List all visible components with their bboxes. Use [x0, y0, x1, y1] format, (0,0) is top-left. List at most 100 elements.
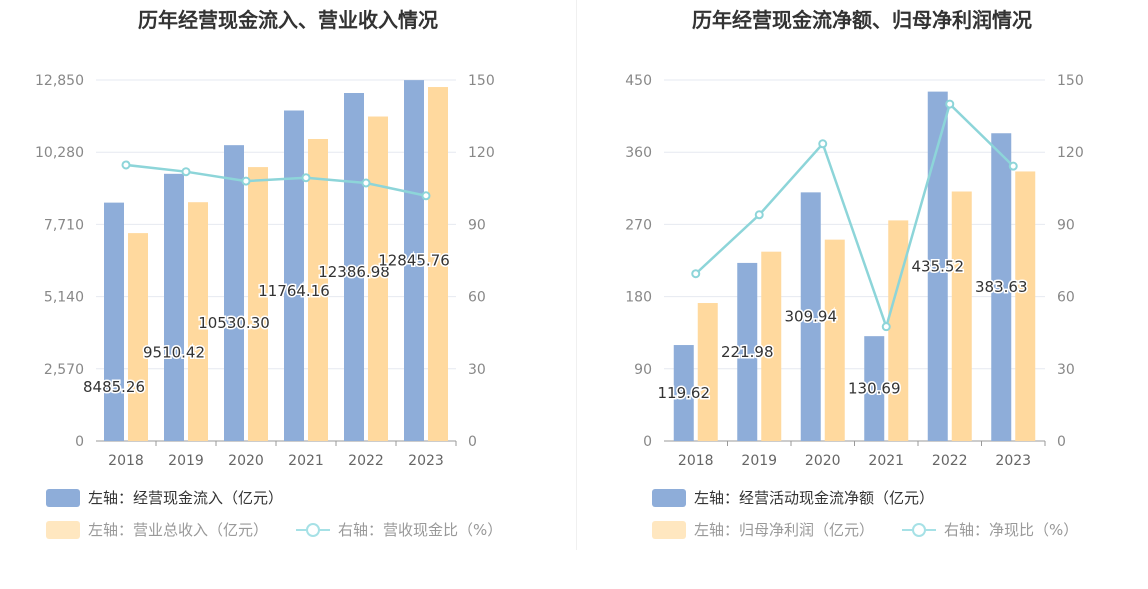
ratio-point	[945, 99, 955, 109]
right-axis-tick-label: 30	[468, 362, 486, 378]
left-axis-tick-label: 90	[634, 362, 652, 378]
bar-left-series2	[128, 233, 148, 441]
ratio-point	[818, 139, 828, 149]
left-axis-tick-label: 7,710	[44, 217, 84, 233]
bar-left-series2	[308, 138, 328, 442]
panel-divider	[576, 0, 577, 550]
data-label: 8485.26	[83, 378, 145, 396]
left-axis-tick-label: 180	[625, 290, 652, 306]
bar-left-series2	[248, 167, 268, 442]
ratio-point	[181, 167, 191, 177]
bar-left-series2	[1015, 171, 1036, 441]
left-axis-tick-label: 10,280	[35, 145, 84, 161]
chart-panel-right: 历年经营现金流净额、归母净利润情况 0 90 180 270 360 450 0 30 60 90…	[576, 0, 1148, 560]
legend-label: 左轴：经营现金流入（亿元）	[88, 489, 284, 507]
x-axis-tick-label: 2023	[995, 453, 1031, 469]
right-axis-tick-label: 150	[468, 73, 495, 89]
x-axis-tick-label: 2020	[228, 453, 264, 469]
data-label: 383.63	[975, 278, 1028, 296]
ratio-point	[121, 160, 131, 170]
ratio-point	[361, 178, 371, 188]
ratio-point	[241, 176, 251, 186]
bar-left-series2	[697, 303, 718, 441]
bar-left-series1	[284, 110, 304, 442]
right-axis-tick-label: 90	[468, 217, 486, 233]
data-label: 11764.16	[258, 282, 330, 300]
data-label: 12386.98	[318, 263, 390, 281]
bar-left-series2	[951, 191, 972, 441]
bar-left-series2	[428, 87, 448, 441]
bar-left-series1	[104, 202, 124, 441]
right-axis-tick-label: 60	[1057, 290, 1075, 306]
right-axis-tick-label: 120	[1057, 145, 1084, 161]
data-label: 119.62	[658, 384, 711, 402]
data-label: 221.98	[721, 343, 774, 361]
chart-title: 历年经营现金流净额、归母净利润情况	[692, 8, 1032, 32]
legend-swatch-orange	[46, 520, 80, 539]
right-axis-tick-label: 90	[1057, 217, 1075, 233]
bar-left-series1	[991, 133, 1012, 442]
bar-left-series2	[888, 220, 909, 441]
ratio-point	[421, 191, 431, 201]
legend-line-icon	[296, 521, 330, 539]
left-axis-tick-label: 360	[625, 145, 652, 161]
ratio-point	[881, 322, 891, 332]
x-axis-tick-label: 2022	[932, 453, 968, 469]
ratio-line	[694, 101, 1015, 331]
right-axis-tick-label: 60	[468, 290, 486, 306]
legend-item-bar2[interactable]: 左轴：归母净利润（亿元）	[652, 519, 874, 540]
legend-item-line[interactable]: 右轴：营收现金比（%）	[296, 519, 502, 540]
data-label: 309.94	[785, 308, 838, 326]
ratio-line	[125, 163, 427, 197]
right-axis-tick-label: 120	[468, 145, 495, 161]
bar-left-series1	[224, 145, 244, 442]
legend-swatch-blue	[652, 488, 686, 507]
chart-svg-left: 0 2,570 5,140 7,710 10,280 12,850 0 30 60 90 120 15…	[35, 73, 495, 469]
ratio-point	[301, 173, 311, 183]
x-axis-tick-label: 2021	[288, 453, 324, 469]
data-label: 435.52	[912, 257, 965, 275]
bar-left-series2	[761, 251, 782, 441]
legend-label: 左轴：营业总收入（亿元）	[88, 521, 269, 539]
bar-left-series1	[800, 192, 821, 441]
legend-item-bar1[interactable]: 左轴：经营现金流入（亿元）	[46, 487, 283, 508]
data-label: 9510.42	[143, 343, 205, 361]
bar-left-series1	[737, 262, 758, 441]
legend-item-line[interactable]: 右轴：净现比（%）	[902, 519, 1078, 540]
right-axis-tick-label: 0	[468, 434, 477, 450]
ratio-point	[1008, 161, 1018, 171]
x-axis-tick-label: 2021	[868, 453, 904, 469]
chart-panel-left: 历年经营现金流入、营业收入情况 0 2,570 5,140 7,710 10,280 12…	[0, 0, 576, 560]
x-axis-tick-label: 2020	[805, 453, 841, 469]
legend-label: 右轴：营收现金比（%）	[338, 521, 503, 539]
data-label: 130.69	[848, 380, 901, 398]
ratio-point	[754, 210, 764, 220]
legend-swatch-blue	[46, 488, 80, 507]
legend-line-icon	[902, 521, 936, 539]
x-axis-tick-label: 2022	[348, 453, 384, 469]
bar-left-series1	[404, 80, 424, 442]
chart-title: 历年经营现金流入、营业收入情况	[138, 8, 438, 32]
bar-left-series2	[368, 116, 388, 442]
bar-left-series2	[824, 239, 845, 441]
right-axis-tick-label: 0	[1057, 434, 1066, 450]
legend-swatch-orange	[652, 520, 686, 539]
left-axis-tick-label: 270	[625, 217, 652, 233]
ratio-point	[691, 269, 701, 279]
bar-left-series1	[164, 173, 184, 441]
right-axis-tick-label: 150	[1057, 73, 1084, 89]
x-axis-tick-label: 2023	[408, 453, 444, 469]
legend-label: 左轴：经营活动现金流净额（亿元）	[694, 489, 935, 507]
bar-left-series1	[927, 91, 948, 441]
data-label: 12845.76	[378, 252, 450, 270]
legend-label: 左轴：归母净利润（亿元）	[694, 521, 875, 539]
left-axis-tick-label: 5,140	[44, 290, 84, 306]
chart-svg-right: 0 90 180 270 360 450 0 30 60 90 120 150 2018 2019 2020…	[625, 73, 1084, 469]
right-axis-tick-label: 30	[1057, 362, 1075, 378]
legend-item-bar1[interactable]: 左轴：经营活动现金流净额（亿元）	[652, 487, 934, 508]
left-axis-tick-label: 0	[75, 434, 84, 450]
left-axis-tick-label: 2,570	[44, 362, 84, 378]
legend-label: 右轴：净现比（%）	[944, 521, 1079, 539]
legend-item-bar2[interactable]: 左轴：营业总收入（亿元）	[46, 519, 268, 540]
x-axis-tick-label: 2018	[108, 453, 144, 469]
